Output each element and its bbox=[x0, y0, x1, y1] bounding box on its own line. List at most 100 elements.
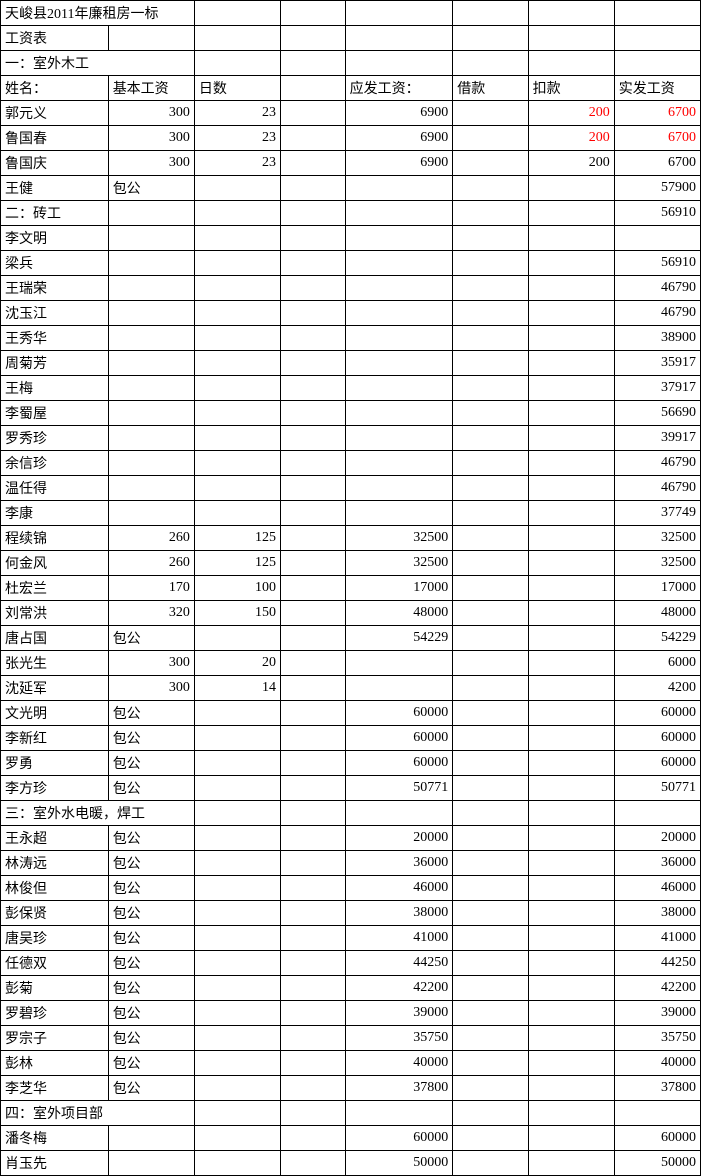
cell bbox=[453, 701, 528, 726]
cell bbox=[194, 801, 280, 826]
cell bbox=[108, 251, 194, 276]
cell bbox=[528, 826, 614, 851]
cell: 170 bbox=[108, 576, 194, 601]
table-row: 李新红包公6000060000 bbox=[1, 726, 701, 751]
table-row: 二：砖工56910 bbox=[1, 201, 701, 226]
cell bbox=[194, 851, 280, 876]
cell bbox=[108, 326, 194, 351]
cell bbox=[453, 351, 528, 376]
cell: 56910 bbox=[614, 251, 700, 276]
cell bbox=[280, 1051, 345, 1076]
cell: 罗碧珍 bbox=[1, 1001, 109, 1026]
cell bbox=[194, 476, 280, 501]
cell bbox=[345, 401, 453, 426]
cell: 王秀华 bbox=[1, 326, 109, 351]
cell: 6900 bbox=[345, 101, 453, 126]
cell bbox=[194, 1076, 280, 1101]
cell: 6900 bbox=[345, 126, 453, 151]
table-row: 王瑞荣46790 bbox=[1, 276, 701, 301]
cell: 14 bbox=[194, 676, 280, 701]
cell: 余信珍 bbox=[1, 451, 109, 476]
cell: 37749 bbox=[614, 501, 700, 526]
cell bbox=[528, 576, 614, 601]
cell bbox=[453, 1126, 528, 1151]
cell bbox=[528, 201, 614, 226]
cell: 37800 bbox=[614, 1076, 700, 1101]
cell bbox=[194, 701, 280, 726]
cell bbox=[453, 376, 528, 401]
cell bbox=[194, 201, 280, 226]
cell bbox=[453, 551, 528, 576]
cell: 王瑞荣 bbox=[1, 276, 109, 301]
cell: 李芝华 bbox=[1, 1076, 109, 1101]
cell bbox=[194, 1001, 280, 1026]
cell: 36000 bbox=[345, 851, 453, 876]
cell bbox=[194, 726, 280, 751]
cell: 42200 bbox=[614, 976, 700, 1001]
cell bbox=[280, 151, 345, 176]
cell: 60000 bbox=[614, 1126, 700, 1151]
table-row: 沈延军300144200 bbox=[1, 676, 701, 701]
cell bbox=[280, 676, 345, 701]
cell bbox=[194, 751, 280, 776]
cell: 姓名： bbox=[1, 76, 109, 101]
cell: 260 bbox=[108, 526, 194, 551]
cell bbox=[345, 476, 453, 501]
cell: 150 bbox=[194, 601, 280, 626]
cell bbox=[528, 1101, 614, 1126]
cell bbox=[528, 626, 614, 651]
cell bbox=[280, 976, 345, 1001]
cell bbox=[528, 401, 614, 426]
cell bbox=[280, 76, 345, 101]
cell: 实发工资 bbox=[614, 76, 700, 101]
cell: 60000 bbox=[345, 726, 453, 751]
cell bbox=[345, 351, 453, 376]
cell: 梁兵 bbox=[1, 251, 109, 276]
cell bbox=[194, 826, 280, 851]
cell: 周菊芳 bbox=[1, 351, 109, 376]
cell: 包公 bbox=[108, 1026, 194, 1051]
cell: 包公 bbox=[108, 1001, 194, 1026]
cell bbox=[453, 626, 528, 651]
cell bbox=[194, 176, 280, 201]
cell: 应发工资： bbox=[345, 76, 453, 101]
cell: 程续锦 bbox=[1, 526, 109, 551]
cell: 56690 bbox=[614, 401, 700, 426]
cell: 四：室外项目部 bbox=[1, 1101, 195, 1126]
cell: 125 bbox=[194, 526, 280, 551]
cell bbox=[528, 776, 614, 801]
table-row: 彭林包公4000040000 bbox=[1, 1051, 701, 1076]
cell: 任德双 bbox=[1, 951, 109, 976]
cell bbox=[453, 676, 528, 701]
cell bbox=[345, 426, 453, 451]
cell: 包公 bbox=[108, 1076, 194, 1101]
cell bbox=[345, 676, 453, 701]
cell: 温任得 bbox=[1, 476, 109, 501]
cell bbox=[108, 26, 194, 51]
cell bbox=[194, 301, 280, 326]
cell bbox=[280, 1126, 345, 1151]
cell: 包公 bbox=[108, 876, 194, 901]
cell bbox=[528, 551, 614, 576]
cell bbox=[280, 801, 345, 826]
cell bbox=[453, 401, 528, 426]
cell: 300 bbox=[108, 676, 194, 701]
table-row: 王梅37917 bbox=[1, 376, 701, 401]
cell: 郭元义 bbox=[1, 101, 109, 126]
table-row: 罗秀珍39917 bbox=[1, 426, 701, 451]
cell bbox=[194, 876, 280, 901]
table-row: 工资表 bbox=[1, 26, 701, 51]
cell bbox=[528, 676, 614, 701]
empty-cell bbox=[194, 1, 280, 26]
cell bbox=[194, 1026, 280, 1051]
cell bbox=[280, 926, 345, 951]
title-row: 天峻县2011年廉租房一标 bbox=[1, 1, 701, 26]
cell: 46790 bbox=[614, 451, 700, 476]
cell bbox=[528, 726, 614, 751]
cell: 三：室外水电暖，焊工 bbox=[1, 801, 195, 826]
cell bbox=[280, 1001, 345, 1026]
table-row: 程续锦2601253250032500 bbox=[1, 526, 701, 551]
cell bbox=[194, 1101, 280, 1126]
cell bbox=[453, 276, 528, 301]
cell: 125 bbox=[194, 551, 280, 576]
